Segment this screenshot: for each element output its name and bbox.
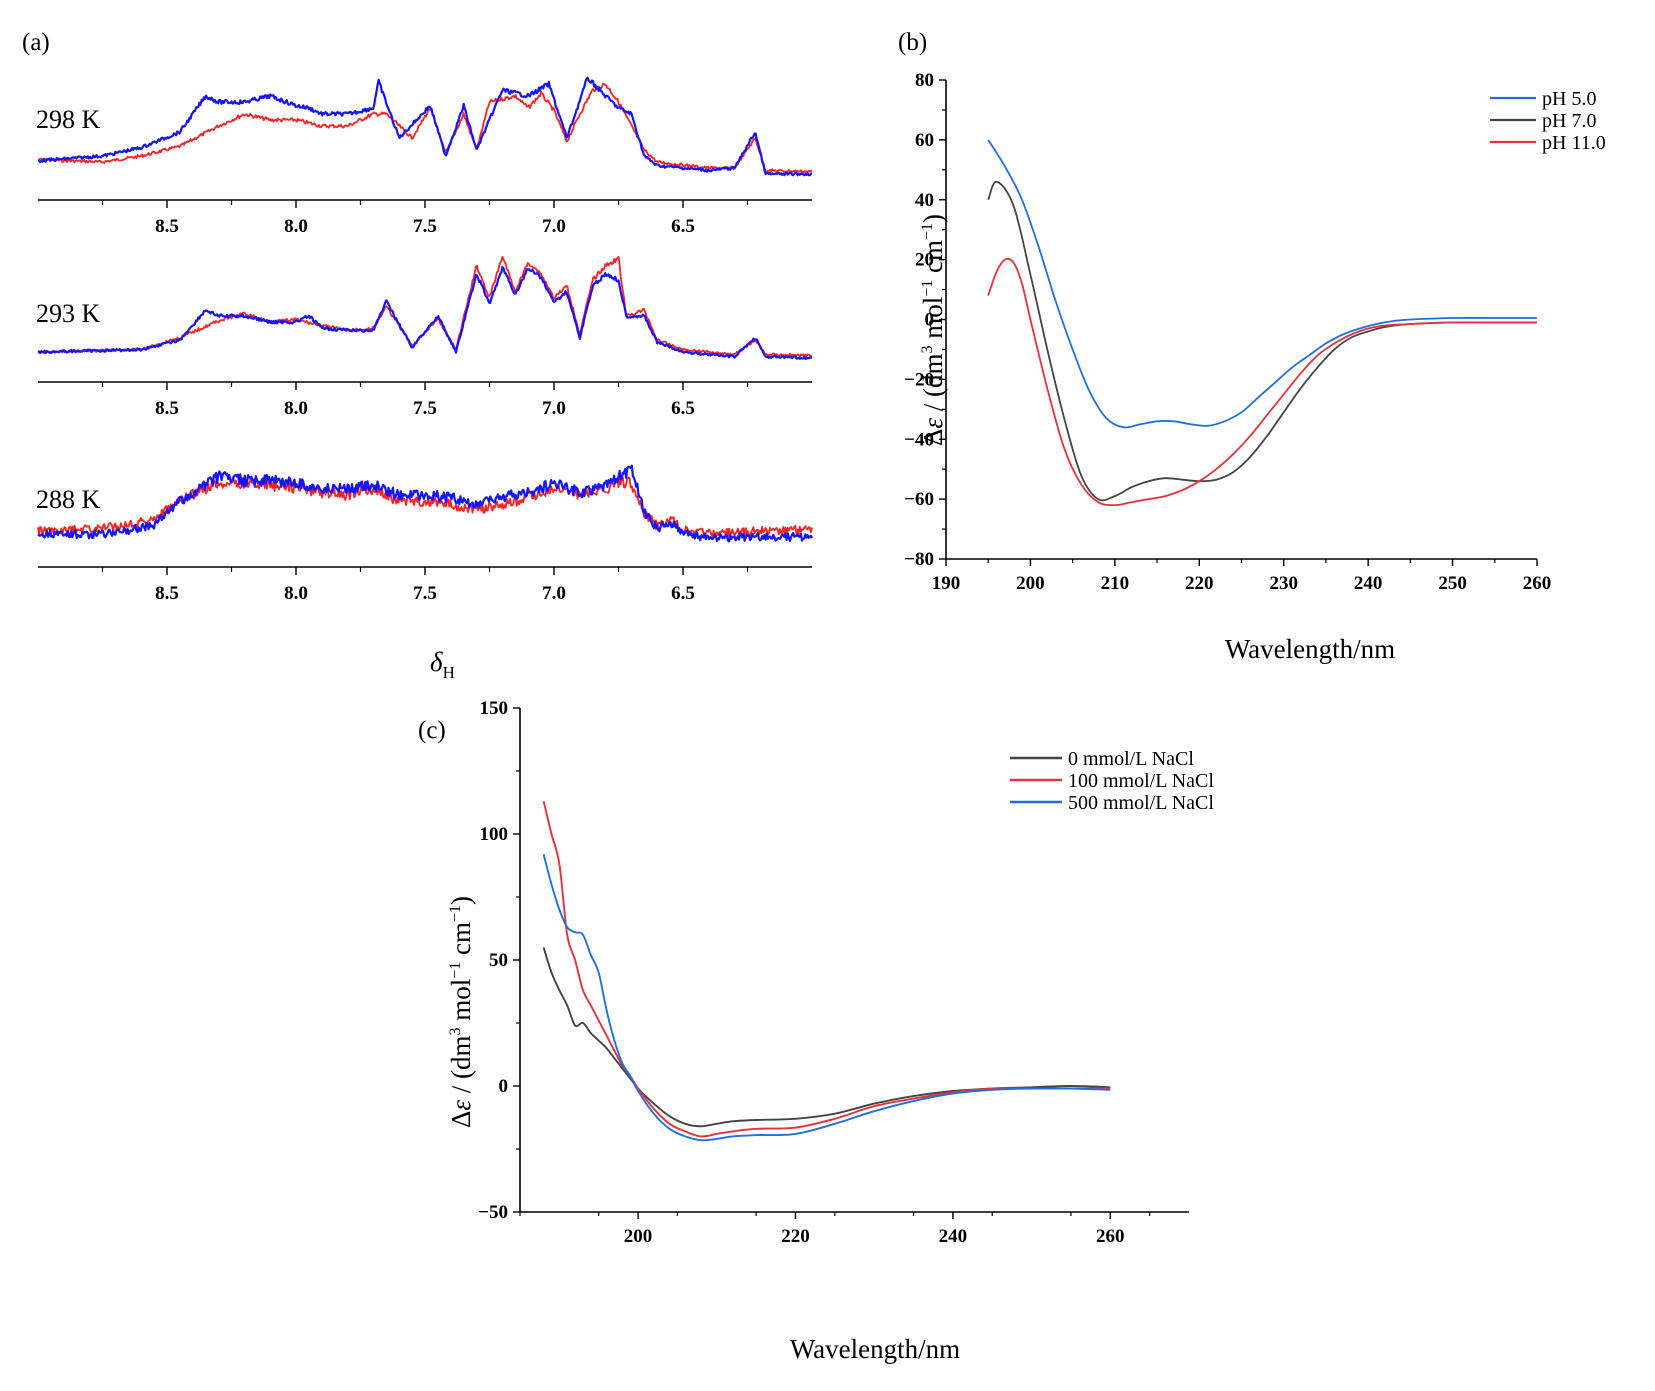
temperature-label: 288 K (36, 485, 101, 514)
y-tick-label: −50 (478, 1202, 508, 1223)
x-tick-label: 240 (939, 1226, 968, 1247)
legend-label: 0 mmol/L NaCl (1068, 748, 1194, 770)
legend-label: pH 11.0 (1542, 132, 1606, 154)
x-axis-symbol: δ (430, 647, 443, 677)
x-tick-label: 210 (1101, 573, 1130, 594)
x-tick-label: 220 (1185, 573, 1214, 594)
x-tick-label: 7.0 (542, 583, 566, 604)
y-tick-label: 50 (489, 950, 508, 971)
legend-label: 500 mmol/L NaCl (1068, 792, 1214, 814)
y-tick-label: −40 (904, 429, 934, 450)
spectrum-blue (37, 265, 813, 360)
series-line-1 (542, 947, 1111, 1128)
x-tick-label: 7.0 (542, 216, 566, 237)
x-tick-label: 200 (1016, 573, 1045, 594)
y-tick-label: 20 (915, 250, 934, 271)
x-tick-label: 7.5 (413, 216, 437, 237)
x-axis-subscript: H (443, 663, 455, 682)
x-tick-label: 8.0 (284, 398, 308, 419)
series-line-3 (542, 853, 1111, 1142)
y-tick-label: 40 (915, 190, 934, 211)
panel-a-nmr-spectra: 298 K 8.5 8.0 7.5 7.0 6.5 293 K 8.5 8.0 7.5 7.0… (36, 76, 813, 682)
panel-label-c: (c) (418, 717, 446, 744)
spectrum-red (37, 83, 813, 174)
legend-label: pH 7.0 (1542, 110, 1596, 132)
series-line-2 (987, 180, 1537, 502)
y-axis-title-c: Δε / (dm3 mol−1 cm−1) (446, 896, 476, 1128)
y-tick-label: 100 (480, 824, 509, 845)
x-tick-label: 250 (1438, 573, 1467, 594)
nmr-subplot-288k: 288 K 8.5 8.0 7.5 7.0 6.5 (36, 464, 813, 604)
panel-label-a: (a) (22, 29, 50, 56)
legend-label: 100 mmol/L NaCl (1068, 770, 1214, 792)
y-tick-label: 60 (915, 130, 934, 151)
x-tick-label: 7.5 (413, 583, 437, 604)
x-axis-title-c: Wavelength/nm (790, 1334, 960, 1364)
x-tick-label: 200 (624, 1226, 653, 1247)
nmr-subplot-293k: 293 K 8.5 8.0 7.5 7.0 6.5 (36, 255, 813, 419)
x-axis-title-b: Wavelength/nm (1225, 634, 1395, 664)
series-line-1 (987, 139, 1537, 429)
x-tick-label: 8.0 (284, 583, 308, 604)
legend-label: pH 5.0 (1542, 88, 1596, 110)
y-tick-label: −20 (904, 369, 934, 390)
spectrum-red (37, 255, 813, 358)
series-line-3 (987, 257, 1537, 507)
x-tick-label: 6.5 (671, 583, 695, 604)
x-tick-label: 260 (1096, 1226, 1125, 1247)
y-tick-label: 150 (480, 698, 509, 719)
y-tick-label: −80 (904, 549, 934, 570)
y-tick-label: 80 (915, 70, 934, 91)
x-tick-label: 8.0 (284, 216, 308, 237)
x-tick-label: 240 (1354, 573, 1383, 594)
y-tick-label: 0 (499, 1076, 509, 1097)
x-tick-label: 8.5 (155, 583, 179, 604)
x-tick-label: 190 (932, 573, 961, 594)
series-line-2 (542, 800, 1111, 1138)
x-tick-label: 8.5 (155, 216, 179, 237)
panel-b-cd-spectra-ph: Wavelength/nm Δε / (dm3 mol−1 cm−1) −80−… (904, 70, 1606, 664)
x-tick-label: 7.0 (542, 398, 566, 419)
x-tick-label: 7.5 (413, 398, 437, 419)
temperature-label: 298 K (36, 105, 101, 134)
x-tick-label: 230 (1269, 573, 1298, 594)
y-tick-label: 0 (925, 310, 935, 331)
x-tick-label: 260 (1523, 573, 1552, 594)
x-tick-label: 6.5 (671, 216, 695, 237)
nmr-subplot-298k: 298 K 8.5 8.0 7.5 7.0 6.5 (36, 76, 813, 237)
y-tick-label: −60 (904, 489, 934, 510)
x-tick-label: 8.5 (155, 398, 179, 419)
panel-label-b: (b) (898, 29, 927, 56)
x-tick-label: 220 (781, 1226, 810, 1247)
x-axis-title-a: δH (430, 647, 455, 682)
x-tick-label: 6.5 (671, 398, 695, 419)
panel-c-cd-spectra-nacl: Wavelength/nm Δε / (dm3 mol−1 cm−1) −50 0… (446, 698, 1214, 1364)
spectrum-blue (37, 464, 813, 543)
spectrum-blue (37, 76, 813, 177)
temperature-label: 293 K (36, 299, 101, 328)
